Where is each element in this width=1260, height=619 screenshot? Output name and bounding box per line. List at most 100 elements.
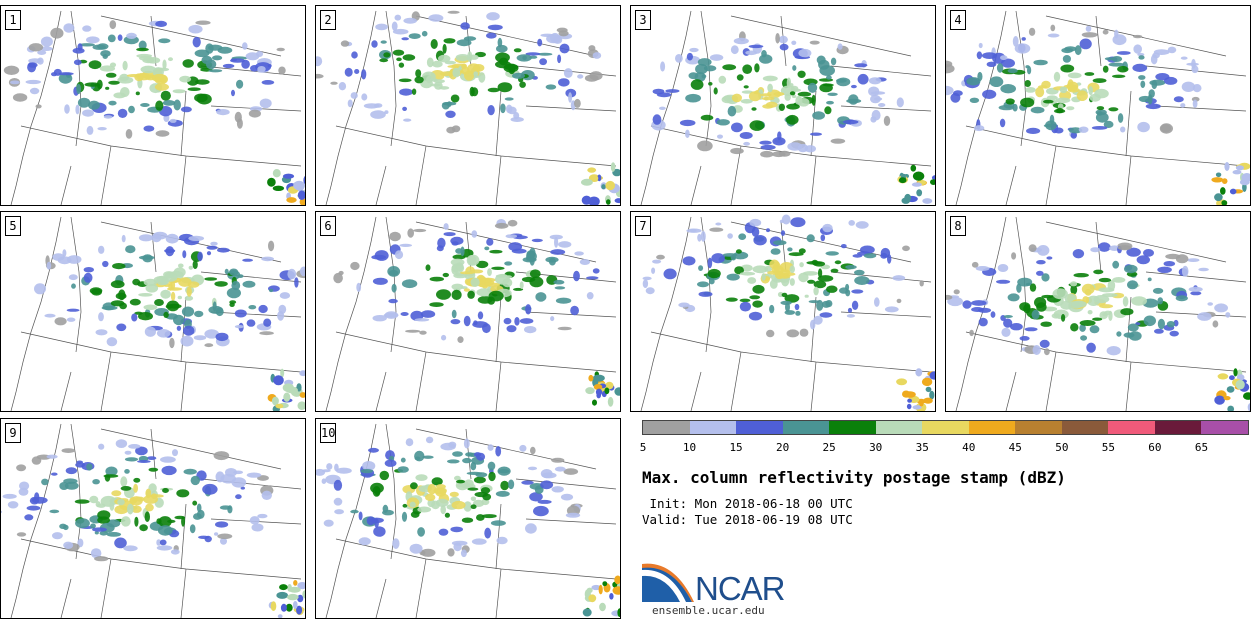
reflectivity-echo [469,86,475,97]
reflectivity-echo [259,331,274,336]
reflectivity-echo [784,310,796,315]
reflectivity-echo [1,510,3,514]
reflectivity-echo [504,261,513,266]
reflectivity-echo [764,265,772,273]
reflectivity-echo [1217,373,1229,380]
reflectivity-echo [1104,57,1115,61]
reflectivity-echo [138,255,155,260]
boundary-line [1015,216,1027,353]
map-panel: 4 [945,5,1251,206]
reflectivity-echo [1143,315,1156,327]
reflectivity-echo [155,130,170,137]
reflectivity-echo [540,480,554,490]
reflectivity-echo [1220,187,1226,195]
boundary-line [180,155,187,205]
reflectivity-echo [97,510,111,520]
reflectivity-echo [700,114,714,121]
reflectivity-echo [912,405,922,410]
reflectivity-echo [267,177,276,187]
reflectivity-echo [145,284,159,293]
reflectivity-echo [588,374,594,382]
reflectivity-echo [272,185,285,191]
reflectivity-echo [530,446,536,455]
reflectivity-echo [388,298,398,304]
colorbar-swatch [1015,421,1062,434]
reflectivity-echo [851,300,859,310]
reflectivity-echo [813,286,819,296]
reflectivity-echo [819,65,835,76]
reflectivity-echo [449,491,459,498]
reflectivity-echo [953,289,960,295]
reflectivity-echo [133,483,139,493]
reflectivity-echo [527,466,538,471]
reflectivity-echo [16,464,27,472]
reflectivity-echo [52,532,63,540]
reflectivity-echo [563,468,579,475]
reflectivity-echo [709,54,724,61]
reflectivity-echo [50,27,64,39]
reflectivity-echo [1016,283,1022,293]
reflectivity-echo [1084,72,1095,76]
reflectivity-echo [1247,403,1250,411]
reflectivity-echo [372,277,388,285]
reflectivity-echo [819,312,833,318]
reflectivity-echo [507,219,518,227]
boundary-line [180,361,187,411]
reflectivity-echo [476,288,493,297]
reflectivity-echo [92,44,106,50]
reflectivity-echo [187,87,201,91]
reflectivity-echo [154,83,169,91]
reflectivity-echo [61,448,76,453]
reflectivity-echo [798,48,812,58]
reflectivity-echo [405,329,421,333]
reflectivity-echo [824,106,832,115]
reflectivity-echo [103,474,119,478]
reflectivity-echo [752,265,769,274]
reflectivity-echo [792,65,797,71]
reflectivity-echo [146,456,157,460]
reflectivity-echo [1010,323,1023,331]
reflectivity-echo [162,59,167,70]
reflectivity-echo [822,223,833,233]
reflectivity-echo [1133,34,1143,39]
reflectivity-echo [151,493,157,499]
reflectivity-echo [177,295,182,300]
reflectivity-echo [1167,46,1177,54]
reflectivity-echo [906,403,912,410]
colorbar-swatch [829,421,876,434]
reflectivity-echo [1137,121,1150,133]
map-panel: 1 [0,5,306,206]
boundary-line [830,65,932,77]
reflectivity-echo [1047,33,1060,38]
reflectivity-echo [217,247,230,253]
reflectivity-echo [488,471,496,482]
reflectivity-echo [425,493,436,501]
reflectivity-echo [690,79,704,90]
reflectivity-echo [813,280,827,289]
reflectivity-echo [152,231,168,240]
reflectivity-echo [261,256,274,262]
reflectivity-echo [1169,330,1179,337]
reflectivity-echo [130,496,143,506]
reflectivity-echo [966,77,981,86]
reflectivity-echo [1224,162,1230,171]
reflectivity-echo [234,309,247,318]
reflectivity-echo [896,378,908,386]
reflectivity-echo [338,270,344,276]
reflectivity-echo [799,262,804,268]
reflectivity-echo [400,457,406,463]
reflectivity-echo [460,246,465,257]
reflectivity-echo [454,475,461,481]
reflectivity-echo [372,486,381,497]
reflectivity-echo [444,512,450,518]
chart-title: Max. column reflectivity postage stamp (… [642,468,1066,487]
colorbar-tick-label: 55 [1101,441,1115,454]
reflectivity-echo [108,100,117,106]
reflectivity-echo [225,468,237,477]
reflectivity-echo [810,132,822,136]
reflectivity-echo [487,24,503,31]
panel-label: 8 [950,216,966,236]
reflectivity-echo [417,527,425,537]
reflectivity-echo [299,370,305,377]
boundary-line [100,351,112,411]
